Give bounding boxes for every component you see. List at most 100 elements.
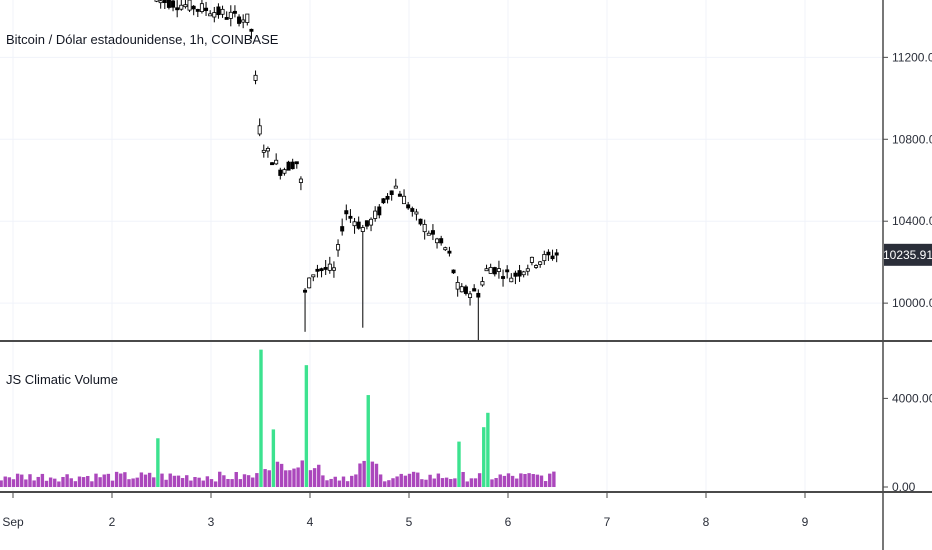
volume-bar <box>312 468 317 488</box>
candle-body <box>245 13 250 23</box>
volume-bar <box>40 473 45 488</box>
volume-bar <box>366 395 370 488</box>
volume-bar <box>354 474 358 488</box>
volume-bar <box>230 479 234 488</box>
volume-bar <box>279 463 284 488</box>
volume-bar <box>189 480 193 488</box>
volume-bar <box>123 472 127 488</box>
time-tick-label: 7 <box>604 515 611 529</box>
candle-body <box>356 221 361 229</box>
volume-bar <box>440 478 445 488</box>
candle-body <box>393 185 398 189</box>
candle-body <box>323 267 328 270</box>
volume-bar <box>292 468 296 488</box>
candle-body <box>274 159 279 165</box>
volume-bar <box>374 463 379 488</box>
candle-body <box>195 9 200 12</box>
candle-body <box>455 282 460 290</box>
time-axis[interactable]: Sep 2 3 4 5 6 7 8 9 <box>2 492 809 529</box>
volume-bar <box>44 480 49 488</box>
volume-bar <box>213 481 218 488</box>
volume-bar <box>552 471 556 488</box>
volume-bar <box>172 475 177 488</box>
volume-bar <box>36 476 40 488</box>
volume-bar <box>28 474 32 488</box>
volume-bar <box>218 471 222 488</box>
volume-bar <box>477 473 482 488</box>
candle-body <box>550 255 555 260</box>
volume-axis[interactable]: 0.00 4000.00 <box>883 391 932 494</box>
candle-body <box>187 0 192 11</box>
volume-bar <box>444 477 449 488</box>
volume-bar <box>180 478 185 488</box>
volume-bar <box>259 349 263 488</box>
candle-body <box>381 198 386 204</box>
volume-bar <box>420 479 424 488</box>
candle-body <box>369 218 374 226</box>
volume-bar <box>11 479 16 488</box>
candle-body <box>426 232 431 236</box>
volume-bar <box>523 473 527 488</box>
candle-body <box>216 6 221 16</box>
last-price-tag: 10235.91 <box>883 243 932 266</box>
time-tick-label: 5 <box>406 515 413 529</box>
volume-bar <box>457 441 461 488</box>
volume-bar <box>102 474 106 488</box>
candle-body <box>484 268 489 272</box>
volume-bar <box>94 473 98 488</box>
volume-bar <box>350 475 354 488</box>
candle-body <box>406 204 411 209</box>
volume-bar <box>378 474 383 488</box>
volume-bar <box>127 479 131 488</box>
volume-bar <box>255 473 259 488</box>
volume-bar <box>539 475 544 488</box>
volume-bar <box>502 475 507 488</box>
volume-bar <box>168 473 172 488</box>
volume-bar <box>308 470 313 488</box>
volume-bar <box>449 478 453 488</box>
volume-bar <box>284 470 288 488</box>
candle-body <box>480 281 485 286</box>
volume-bar <box>81 477 86 488</box>
candle-body <box>554 252 559 256</box>
volume-bar <box>152 477 156 488</box>
candle-body <box>257 125 262 135</box>
candle-body <box>171 0 176 8</box>
candle-body <box>360 227 365 232</box>
candle-body <box>166 0 171 8</box>
candle-body <box>183 4 188 8</box>
candle-body <box>331 267 336 271</box>
volume-bar <box>77 476 82 488</box>
volume-indicator-title: JS Climatic Volume <box>6 372 118 387</box>
volume-bar <box>251 477 255 488</box>
volume-bar <box>131 478 135 488</box>
volume-bar <box>432 478 436 488</box>
volume-bar <box>527 473 531 488</box>
volume-bar <box>271 429 276 488</box>
volume-bar <box>296 467 300 488</box>
candle-body <box>191 5 196 10</box>
candle-body <box>162 0 167 4</box>
candle-body <box>265 147 270 152</box>
candle-body <box>402 195 407 205</box>
last-price-label: 10235.91 <box>883 248 932 262</box>
volume-bar <box>32 480 36 488</box>
grid-lines <box>0 0 883 491</box>
volume-bar <box>461 472 465 488</box>
time-tick-label: 9 <box>802 515 809 529</box>
candle-body <box>282 169 287 174</box>
candle-body <box>496 268 501 272</box>
candle-body <box>488 267 493 274</box>
volume-bar <box>114 471 119 488</box>
volume-bar <box>226 479 230 488</box>
volume-bar <box>482 427 486 488</box>
candle-body <box>290 161 295 170</box>
price-axis[interactable]: 10000.00 10400.00 10800.00 11200.00 <box>883 50 932 310</box>
candle-body <box>546 251 551 256</box>
volume-bars <box>0 349 556 488</box>
candle-body <box>340 226 345 232</box>
volume-tick-label: 4000.00 <box>892 391 932 405</box>
price-tick-label: 10400.00 <box>892 214 932 228</box>
candle-body <box>179 4 184 10</box>
